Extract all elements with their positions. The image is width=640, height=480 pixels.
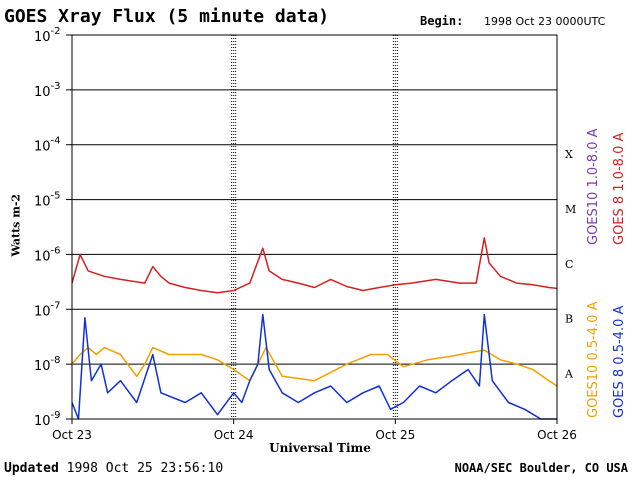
series-line-1: [71, 346, 558, 387]
updated-stamp: Updated 1998 Oct 25 23:56:10: [4, 461, 223, 476]
updated-label: Updated: [4, 461, 59, 476]
y-tick-label: 10-6: [34, 245, 61, 264]
x-axis-ticks: Oct 23 Oct 24 Oct 25 Oct 26: [52, 419, 577, 442]
y-tick-label: 10-2: [34, 26, 61, 45]
legend-goes10-short: GOES10 0.5-4.0 A: [586, 301, 601, 418]
y-tick-label: 10-8: [34, 355, 61, 374]
legend-goes10-short-text: GOES10 0.5-4.0 A: [586, 301, 601, 418]
series-layer: [71, 237, 558, 420]
y-tick-label: 10-4: [34, 136, 61, 155]
series-line-2: [71, 313, 557, 420]
x-tick-label: Oct 25: [375, 428, 415, 442]
y-axis-ticks: 10-2 10-3 10-4 10-5 10-6 10-7 10-8 10-9: [34, 26, 72, 429]
y-tick-exponent: -5: [51, 191, 61, 202]
begin-label: Begin:: [420, 14, 464, 28]
y-tick-exponent: -3: [51, 81, 61, 92]
series-line-0: [71, 237, 558, 294]
flare-class-label: B: [565, 313, 573, 326]
flare-class-label: C: [565, 258, 573, 271]
legend-goes10-long: GOES10 1.0-8.0 A: [586, 128, 601, 245]
legend-goes10-long-text: GOES10 1.0-8.0 A: [586, 128, 601, 245]
legend-goes8-long: GOES 8 1.0-8.0 A: [612, 133, 627, 245]
y-tick-exponent: -2: [51, 26, 61, 37]
flare-class-label: A: [564, 368, 574, 381]
flare-class-label: X: [565, 148, 573, 161]
y-tick-exponent: -4: [51, 136, 61, 147]
y-tick-label: 10-7: [34, 300, 61, 319]
y-tick-label: 10-9: [34, 410, 61, 429]
legend-goes8-long-text: GOES 8 1.0-8.0 A: [612, 132, 627, 245]
flare-class-label: M: [565, 203, 576, 216]
source-credit: NOAA/SEC Boulder, CO USA: [454, 461, 628, 475]
x-tick-label: Oct 26: [537, 428, 577, 442]
flare-class-labels: X M C B A: [564, 148, 576, 380]
updated-value: 1998 Oct 25 23:56:10: [66, 461, 224, 476]
y-tick-exponent: -6: [51, 245, 61, 256]
legend-goes8-short: GOES 8 0.5-4.0 A: [612, 306, 627, 418]
x-tick-label: Oct 23: [52, 428, 92, 442]
legend-goes8-short-text: GOES 8 0.5-4.0 A: [612, 305, 627, 418]
chart-title: GOES Xray Flux (5 minute data): [4, 6, 330, 27]
y-tick-label: 10-5: [34, 191, 61, 210]
y-tick-exponent: -7: [51, 300, 61, 311]
y-axis-label: Watts m-2: [9, 193, 23, 257]
y-tick-exponent: -9: [51, 410, 61, 421]
y-tick-label: 10-3: [34, 81, 61, 100]
x-axis-label: Universal Time: [269, 441, 371, 455]
plot-frame: [71, 34, 558, 420]
grid-lines: [72, 34, 557, 420]
y-tick-exponent: -8: [51, 355, 61, 366]
begin-value: 1998 Oct 23 0000UTC: [484, 15, 606, 28]
x-tick-label: Oct 24: [214, 428, 254, 442]
